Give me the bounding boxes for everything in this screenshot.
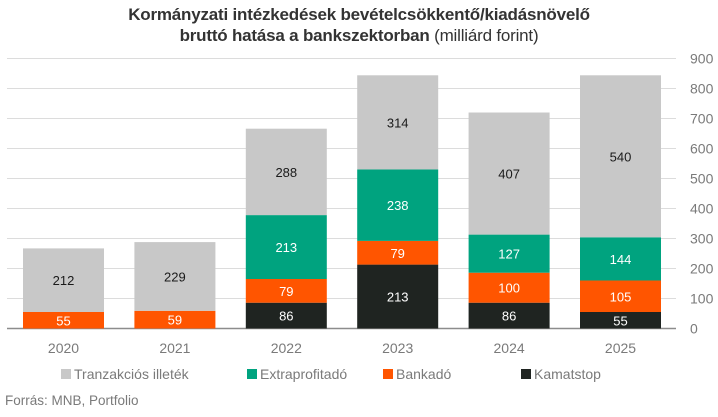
bar-segment-kamatstop-2023 — [357, 264, 439, 329]
y-tick-label: 600 — [690, 141, 714, 157]
data-label: 127 — [498, 247, 520, 262]
y-tick-label: 900 — [690, 51, 714, 67]
bar-segment-tranzakciós-illeték-2022 — [245, 128, 327, 216]
data-label: 55 — [56, 313, 70, 328]
data-label: 100 — [498, 281, 520, 296]
legend: Tranzakciós illeték Extraprofitadó Bankadó… — [0, 366, 718, 386]
legend-label: Extraprofitadó — [260, 366, 348, 382]
data-label: 213 — [275, 240, 297, 255]
x-tick-label: 2023 — [382, 340, 413, 356]
legend-swatch — [521, 369, 531, 379]
gridlines — [7, 58, 676, 330]
title-unit: (milliárd forint) — [434, 26, 539, 45]
bar-segment-bankadó-2025 — [580, 280, 661, 312]
data-label: 86 — [279, 309, 293, 324]
x-tick-label: 2025 — [605, 340, 636, 356]
source-note: Forrás: MNB, Portfolio — [5, 393, 139, 408]
legend-label: Tranzakciós illeték — [74, 366, 189, 382]
data-label: 407 — [498, 167, 520, 182]
data-label: 540 — [610, 149, 632, 164]
legend-swatch — [383, 369, 393, 379]
x-axis-ticks: 2020 2021 2022 2023 2024 2025 — [48, 340, 636, 356]
bar-segment-bankadó-2022 — [245, 279, 327, 303]
data-label: 229 — [164, 269, 186, 284]
data-label: 213 — [387, 290, 409, 305]
legend-label: Kamatstop — [534, 366, 601, 382]
legend-item-extraprofitadó: Extraprofitadó — [247, 366, 347, 382]
data-label: 86 — [502, 309, 516, 324]
legend-swatch — [61, 369, 71, 379]
bar-segment-extraprofitadó-2025 — [580, 237, 661, 281]
data-label: 238 — [387, 198, 409, 213]
x-tick-label: 2022 — [271, 340, 302, 356]
data-label: 79 — [279, 284, 293, 299]
x-tick-label: 2024 — [494, 340, 525, 356]
x-tick-label: 2021 — [159, 340, 190, 356]
bar-segment-bankadó-2024 — [468, 272, 550, 303]
legend-item-kamatstop: Kamatstop — [521, 366, 601, 382]
bar-segment-tranzakciós-illeték-2023 — [357, 75, 439, 170]
bar-segment-extraprofitadó-2022 — [245, 215, 327, 279]
y-tick-label: 800 — [690, 81, 714, 97]
data-label: 105 — [610, 289, 632, 304]
legend-label: Bankadó — [396, 366, 452, 382]
legend-item-bankadó: Bankadó — [383, 366, 451, 382]
title-line-2: bruttó hatása a bankszektorban — [179, 26, 430, 45]
y-tick-label: 0 — [690, 321, 698, 337]
bar-segment-extraprofitadó-2023 — [357, 169, 439, 241]
y-tick-label: 300 — [690, 231, 714, 247]
data-label: 59 — [168, 313, 182, 328]
bars — [23, 75, 661, 329]
chart-title: Kormányzati intézkedések bevételcsökkent… — [0, 4, 718, 46]
x-tick-label: 2020 — [48, 340, 79, 356]
bar-segment-tranzakciós-illeték-2020 — [23, 248, 104, 312]
y-tick-label: 100 — [690, 291, 714, 307]
bar-segment-tranzakciós-illeték-2021 — [134, 242, 216, 311]
bar-segment-extraprofitadó-2024 — [468, 234, 550, 273]
bar-segment-bankadó-2021 — [134, 310, 216, 329]
bar-segment-tranzakciós-illeték-2024 — [468, 112, 550, 235]
data-label: 288 — [275, 165, 297, 180]
legend-swatch — [247, 369, 257, 379]
y-axis-ticks: 0 100 200 300 400 500 600 700 800 900 — [690, 51, 714, 337]
title-line-1: Kormányzati intézkedések bevételcsökkent… — [128, 5, 590, 24]
bar-segment-tranzakciós-illeték-2025 — [580, 75, 661, 238]
y-tick-label: 400 — [690, 201, 714, 217]
legend-item-tranzakciós-illeték: Tranzakciós illeték — [61, 366, 189, 382]
y-tick-label: 200 — [690, 261, 714, 277]
y-tick-label: 700 — [690, 111, 714, 127]
bar-segment-kamatstop-2022 — [245, 302, 327, 329]
bar-segment-bankadó-2020 — [23, 312, 104, 329]
bar-segment-kamatstop-2024 — [468, 302, 550, 329]
y-tick-label: 500 — [690, 171, 714, 187]
data-label: 314 — [387, 115, 409, 130]
bar-segment-bankadó-2023 — [357, 240, 439, 265]
data-label: 212 — [53, 273, 75, 288]
bar-segment-kamatstop-2025 — [580, 312, 661, 329]
data-label: 79 — [390, 246, 404, 261]
data-labels: 55 212 59 229 86 79 213 288 213 79 238 314 86 100 127 4… — [53, 115, 632, 328]
data-label: 55 — [613, 313, 627, 328]
data-label: 144 — [610, 252, 632, 267]
